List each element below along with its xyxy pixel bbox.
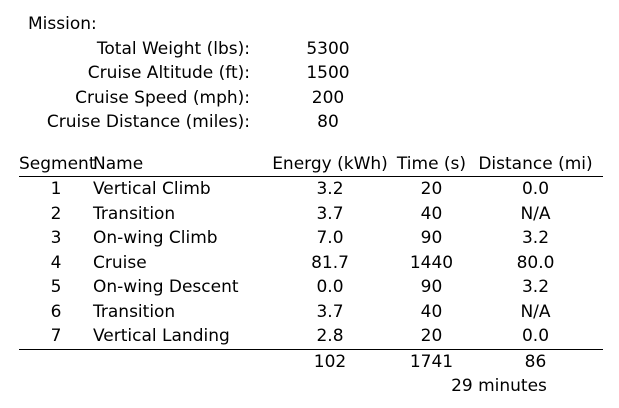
mission-param-row: Cruise Distance (miles): 80 bbox=[0, 110, 619, 135]
segment-cell: 5 bbox=[50, 277, 62, 297]
name-cell: On-wing Descent bbox=[93, 277, 239, 297]
totals-empty-segment bbox=[19, 348, 93, 374]
mission-param-row: Total Weight (lbs): 5300 bbox=[0, 37, 619, 62]
param-value-cruise-distance: 80 bbox=[317, 112, 339, 132]
distance-cell: N/A bbox=[520, 203, 551, 224]
mission-section-title: Mission: bbox=[28, 14, 97, 34]
param-label-cruise-speed: Cruise Speed (mph): bbox=[75, 87, 250, 108]
time-cell: 90 bbox=[420, 277, 443, 297]
distance-cell: 0.0 bbox=[521, 179, 550, 199]
mission-report: Mission: Total Weight (lbs): 5300 Cruise… bbox=[0, 12, 619, 399]
distance-cell: 0.0 bbox=[521, 326, 550, 346]
segment-cell: 3 bbox=[50, 228, 62, 248]
segment-cell: 7 bbox=[50, 326, 62, 346]
energy-cell: 81.7 bbox=[311, 252, 349, 273]
name-cell: Transition bbox=[93, 301, 176, 322]
time-cell: 40 bbox=[420, 301, 443, 322]
name-cell: On-wing Climb bbox=[93, 228, 218, 248]
col-header-distance: Distance (mi) bbox=[468, 151, 603, 177]
energy-cell: 0.0 bbox=[316, 277, 344, 297]
distance-cell: 3.2 bbox=[521, 277, 550, 297]
param-label-total-weight: Total Weight (lbs): bbox=[96, 38, 250, 59]
table-row: 4 Cruise 81.7 1440 80.0 bbox=[19, 251, 603, 276]
energy-cell: 3.2 bbox=[316, 179, 344, 199]
param-value-cruise-altitude: 1500 bbox=[306, 63, 350, 83]
distance-cell: N/A bbox=[520, 301, 551, 322]
mission-param-row: Cruise Speed (mph): 200 bbox=[0, 86, 619, 111]
param-label-cruise-altitude: Cruise Altitude (ft): bbox=[87, 63, 250, 83]
time-cell: 40 bbox=[420, 203, 443, 224]
segment-cell: 6 bbox=[50, 301, 62, 322]
table-row: 1 Vertical Climb 3.2 20 0.0 bbox=[19, 177, 603, 202]
col-header-time: Time (s) bbox=[395, 151, 468, 177]
table-row: 3 On-wing Climb 7.0 90 3.2 bbox=[19, 226, 603, 251]
duration-empty-cell bbox=[19, 374, 395, 399]
table-row: 7 Vertical Landing 2.8 20 0.0 bbox=[19, 324, 603, 349]
mission-param-row: Cruise Altitude (ft): 1500 bbox=[0, 61, 619, 86]
name-cell: Cruise bbox=[93, 252, 147, 273]
total-time-value: 1741 bbox=[395, 348, 468, 374]
mission-parameters-section: Mission: Total Weight (lbs): 5300 Cruise… bbox=[0, 12, 619, 135]
time-cell: 1440 bbox=[409, 252, 454, 273]
table-row: 2 Transition 3.7 40 N/A bbox=[19, 202, 603, 227]
distance-cell: 80.0 bbox=[516, 252, 555, 273]
col-header-name: Name bbox=[93, 151, 265, 177]
name-cell: Vertical Climb bbox=[93, 179, 211, 199]
col-header-segment: Segment bbox=[19, 151, 96, 177]
param-value-total-weight: 5300 bbox=[306, 38, 350, 59]
energy-cell: 3.7 bbox=[316, 203, 344, 224]
time-cell: 20 bbox=[420, 326, 443, 346]
duration-note: 29 minutes bbox=[451, 376, 547, 396]
totals-empty-name bbox=[93, 348, 265, 374]
total-energy-value: 102 bbox=[265, 348, 395, 374]
segment-cell: 1 bbox=[50, 179, 62, 199]
time-cell: 90 bbox=[420, 228, 443, 248]
segments-table: Segment Name Energy (kWh) Time (s) Dista… bbox=[19, 151, 603, 399]
table-header-row: Segment Name Energy (kWh) Time (s) Dista… bbox=[19, 151, 603, 177]
duration-row: 29 minutes bbox=[19, 374, 603, 399]
param-value-cruise-speed: 200 bbox=[311, 87, 345, 108]
totals-row: 102 1741 86 bbox=[19, 348, 603, 374]
energy-cell: 7.0 bbox=[316, 228, 344, 248]
table-row: 5 On-wing Descent 0.0 90 3.2 bbox=[19, 275, 603, 300]
segment-cell: 4 bbox=[50, 252, 62, 273]
col-header-energy: Energy (kWh) bbox=[265, 151, 395, 177]
name-cell: Vertical Landing bbox=[93, 326, 230, 346]
time-cell: 20 bbox=[420, 179, 443, 199]
total-distance-value: 86 bbox=[468, 348, 603, 374]
param-label-cruise-distance: Cruise Distance (miles): bbox=[46, 112, 250, 132]
distance-cell: 3.2 bbox=[521, 228, 550, 248]
energy-cell: 3.7 bbox=[316, 301, 344, 322]
name-cell: Transition bbox=[93, 203, 176, 224]
table-row: 6 Transition 3.7 40 N/A bbox=[19, 300, 603, 325]
energy-cell: 2.8 bbox=[316, 326, 344, 346]
segment-cell: 2 bbox=[50, 203, 62, 224]
